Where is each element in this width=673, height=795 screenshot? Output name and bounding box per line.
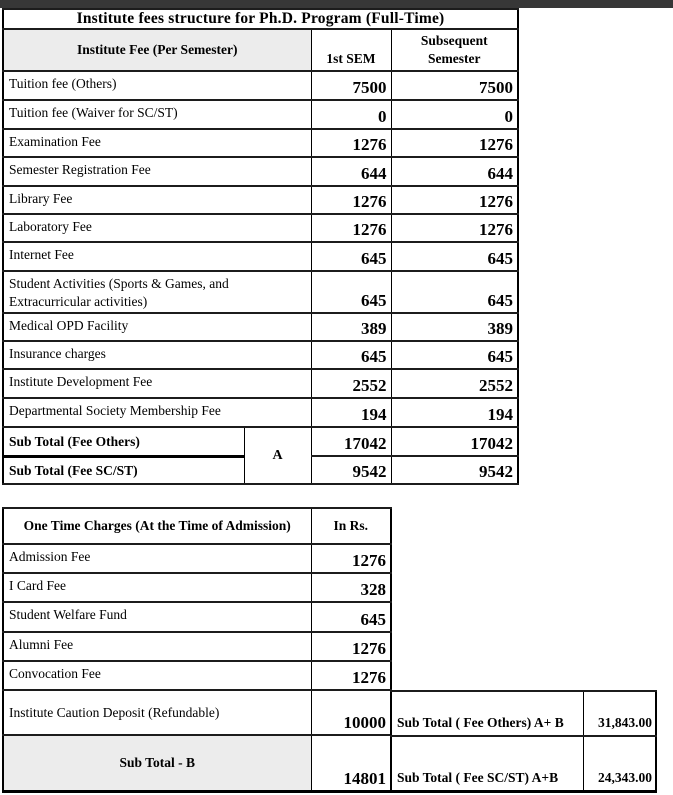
fee-value-sem1: 1276 — [310, 128, 392, 158]
fee-label: Laboratory Fee — [2, 213, 312, 243]
column-header-1st-sem: 1st SEM — [310, 28, 392, 72]
subtotal-value-subsequent: 9542 — [390, 455, 519, 486]
table-row: Insurance charges 645 645 — [2, 340, 519, 371]
fee-value-subsequent: 644 — [390, 156, 519, 187]
onetime-label: Alumni Fee — [2, 631, 312, 662]
fee-label: Semester Registration Fee — [2, 156, 312, 187]
fee-value-subsequent: 1276 — [390, 185, 519, 215]
table-row: Institute Caution Deposit (Refundable) 1… — [2, 689, 392, 736]
fee-value-sem1: 7500 — [310, 70, 392, 101]
table-row: Alumni Fee 1276 — [2, 631, 392, 662]
grand-total-row: Sub Total ( Fee SC/ST) A+B 24,343.00 — [390, 735, 657, 792]
onetime-value: 1276 — [310, 660, 392, 691]
fee-value-sem1: 1276 — [310, 185, 392, 215]
subtotal-b-label: Sub Total - B — [2, 734, 312, 792]
grand-total-label-scst: Sub Total ( Fee SC/ST) A+B — [390, 735, 584, 792]
onetime-label: Convocation Fee — [2, 660, 312, 691]
subtotal-row: Sub Total (Fee SC/ST) 9542 9542 — [2, 455, 519, 486]
table-row: Examination Fee 1276 1276 — [2, 128, 519, 158]
fee-value-subsequent: 645 — [390, 269, 519, 315]
onetime-value: 645 — [310, 601, 392, 633]
table-row: Internet Fee 645 645 — [2, 241, 519, 272]
subtotal-value-subsequent: 17042 — [390, 426, 519, 458]
table-row: Institute Development Fee 2552 2552 — [2, 368, 519, 400]
fee-label: Tuition fee (Waiver for SC/ST) — [2, 99, 312, 130]
fee-value-sem1: 1276 — [310, 213, 392, 243]
column-header-one-time-charges: One Time Charges (At the Time of Admissi… — [2, 507, 312, 545]
grand-total-value-scst: 24,343.00 — [582, 735, 657, 792]
fee-label: Tuition fee (Others) — [2, 70, 312, 101]
fee-value-sem1: 645 — [310, 340, 392, 371]
fee-label: Examination Fee — [2, 128, 312, 158]
table-row: Semester Registration Fee 644 644 — [2, 156, 519, 187]
fee-label: Institute Development Fee — [2, 368, 312, 400]
table-row: Admission Fee 1276 — [2, 543, 392, 574]
fee-label: Student Activities (Sports & Games, and … — [2, 269, 312, 315]
table-row: Tuition fee (Waiver for SC/ST) 0 0 — [2, 99, 519, 130]
fee-label: Library Fee — [2, 185, 312, 215]
fee-value-subsequent: 389 — [390, 312, 519, 343]
fee-value-subsequent: 2552 — [390, 368, 519, 400]
onetime-value: 1276 — [310, 631, 392, 662]
fee-value-subsequent: 0 — [390, 99, 519, 130]
fee-value-sem1: 194 — [310, 397, 392, 429]
table-row: Student Activities (Sports & Games, and … — [2, 269, 519, 315]
subtotal-value-sem1: 17042 — [310, 426, 392, 458]
fee-value-sem1: 645 — [310, 241, 392, 272]
column-header-in-rs: In Rs. — [310, 507, 392, 545]
table-row: Student Welfare Fund 645 — [2, 601, 392, 633]
table-row: I Card Fee 328 — [2, 572, 392, 603]
onetime-value: 328 — [310, 572, 392, 603]
fee-value-sem1: 0 — [310, 99, 392, 130]
onetime-value: 10000 — [310, 689, 392, 736]
subtotal-label-others: Sub Total (Fee Others) — [2, 426, 245, 458]
fee-value-subsequent: 7500 — [390, 70, 519, 101]
column-header-subsequent-semester: Subsequent Semester — [390, 28, 519, 72]
fee-label: Departmental Society Membership Fee — [2, 397, 312, 429]
table-row: Departmental Society Membership Fee 194 … — [2, 397, 519, 429]
grand-total-label-others: Sub Total ( Fee Others) A+ B — [390, 690, 584, 737]
table-row: Library Fee 1276 1276 — [2, 185, 519, 215]
onetime-value: 1276 — [310, 543, 392, 574]
grand-totals-table: Sub Total ( Fee Others) A+ B 31,843.00 S… — [390, 690, 657, 793]
fee-value-subsequent: 1276 — [390, 128, 519, 158]
document-title: Institute fees structure for Ph.D. Progr… — [2, 8, 519, 30]
table-row: Convocation Fee 1276 — [2, 660, 392, 691]
onetime-label: I Card Fee — [2, 572, 312, 603]
institute-fee-table: Institute fees structure for Ph.D. Progr… — [2, 8, 519, 486]
fee-label: Medical OPD Facility — [2, 312, 312, 343]
fee-value-sem1: 644 — [310, 156, 392, 187]
grand-total-value-others: 31,843.00 — [582, 690, 657, 737]
subtotal-row: Sub Total - B 14801 — [2, 734, 392, 792]
subtotal-label-scst: Sub Total (Fee SC/ST) — [2, 455, 245, 486]
onetime-label-caution-deposit: Institute Caution Deposit (Refundable) — [2, 689, 312, 736]
subtotal-row: Sub Total (Fee Others) A 17042 17042 — [2, 426, 519, 486]
fee-value-subsequent: 645 — [390, 340, 519, 371]
fee-label: Internet Fee — [2, 241, 312, 272]
grand-total-row: Sub Total ( Fee Others) A+ B 31,843.00 — [390, 690, 657, 737]
fee-value-sem1: 2552 — [310, 368, 392, 400]
viewer-top-bar — [0, 0, 673, 8]
column-header-institute-fee: Institute Fee (Per Semester) — [2, 28, 312, 72]
table-row: Tuition fee (Others) 7500 7500 — [2, 70, 519, 101]
fee-value-subsequent: 645 — [390, 241, 519, 272]
table-row: Medical OPD Facility 389 389 — [2, 312, 519, 343]
one-time-charges-table: One Time Charges (At the Time of Admissi… — [2, 507, 392, 793]
onetime-label: Student Welfare Fund — [2, 601, 312, 633]
fee-value-subsequent: 194 — [390, 397, 519, 429]
subtotal-value-sem1: 9542 — [310, 455, 392, 486]
onetime-label: Admission Fee — [2, 543, 312, 574]
table-row: Laboratory Fee 1276 1276 — [2, 213, 519, 243]
fee-label: Insurance charges — [2, 340, 312, 371]
subtotal-group-a: A — [243, 426, 312, 486]
subtotal-b-value: 14801 — [310, 734, 392, 792]
fee-value-sem1: 645 — [310, 269, 392, 315]
fee-value-subsequent: 1276 — [390, 213, 519, 243]
fee-value-sem1: 389 — [310, 312, 392, 343]
